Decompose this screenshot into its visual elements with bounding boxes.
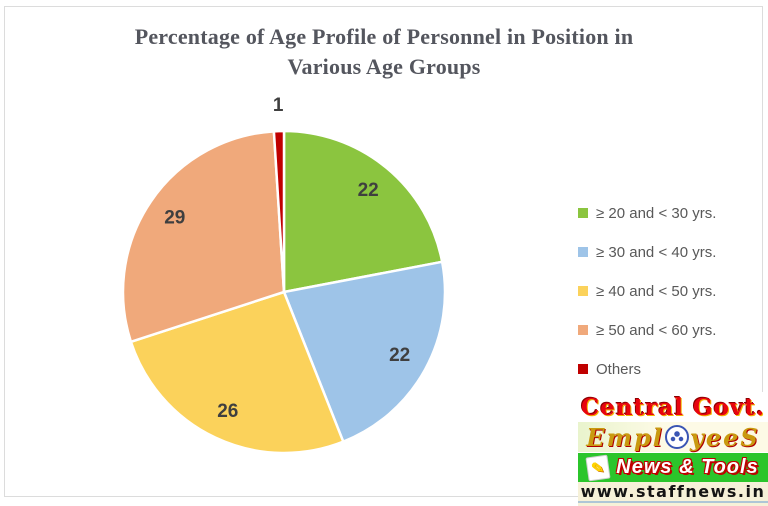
legend-label: ≥ 30 and < 40 yrs. — [596, 243, 717, 261]
legend-swatch-icon — [578, 247, 588, 257]
chart-title-line1: Percentage of Age Profile of Personnel i… — [134, 24, 634, 49]
staffnews-watermark: Central Govt. Empl yeeS ✎ News & Tools ww… — [578, 392, 768, 506]
legend-item: Others — [578, 355, 716, 383]
legend-swatch-icon — [578, 325, 588, 335]
pie-data-label: 22 — [389, 345, 410, 366]
pie-data-label: 1 — [273, 95, 284, 116]
pie-slice — [282, 260, 447, 443]
pie-data-label: 22 — [358, 180, 379, 201]
legend-label: Others — [596, 360, 642, 378]
legend-label: ≥ 40 and < 50 yrs. — [596, 282, 717, 300]
legend-label: ≥ 50 and < 60 yrs. — [596, 321, 717, 339]
pie-slice — [282, 129, 444, 294]
watermark-news-tools: ✎ News & Tools — [578, 452, 768, 482]
legend-item: ≥ 20 and < 30 yrs. — [578, 199, 716, 227]
legend-swatch-icon — [578, 208, 588, 218]
pie-slice — [129, 290, 345, 455]
legend-item: ≥ 30 and < 40 yrs. — [578, 238, 716, 266]
pie-data-label: 26 — [217, 401, 238, 422]
pie-data-label: 29 — [164, 207, 185, 228]
legend: ≥ 20 and < 30 yrs. ≥ 30 and < 40 yrs. ≥ 40… — [578, 199, 716, 394]
watermark-employees-suffix: yeeS — [689, 422, 760, 452]
watermark-divider — [578, 501, 768, 503]
watermark-news-tools-text: News & Tools — [616, 456, 759, 478]
chart-title-line2: Various Age Groups — [287, 54, 481, 79]
watermark-url-text: www.staffnews.in — [580, 482, 766, 501]
pie-slice — [272, 129, 286, 294]
chart-title: Percentage of Age Profile of Personnel i… — [0, 22, 768, 82]
emblem-icon — [664, 425, 689, 449]
watermark-url: www.staffnews.in — [578, 482, 768, 501]
notepad-pencil-icon: ✎ — [585, 454, 611, 481]
pie-slice — [121, 130, 286, 344]
legend-swatch-icon — [578, 364, 588, 374]
legend-label: ≥ 20 and < 30 yrs. — [596, 204, 717, 222]
watermark-central-govt-text: Central Govt. — [580, 393, 766, 421]
watermark-foot — [578, 503, 768, 506]
watermark-central-govt: Central Govt. — [578, 392, 768, 422]
watermark-employees: Empl yeeS — [578, 422, 768, 452]
legend-swatch-icon — [578, 286, 588, 296]
legend-item: ≥ 50 and < 60 yrs. — [578, 316, 716, 344]
legend-item: ≥ 40 and < 50 yrs. — [578, 277, 716, 305]
watermark-employees-prefix: Empl — [586, 422, 664, 452]
